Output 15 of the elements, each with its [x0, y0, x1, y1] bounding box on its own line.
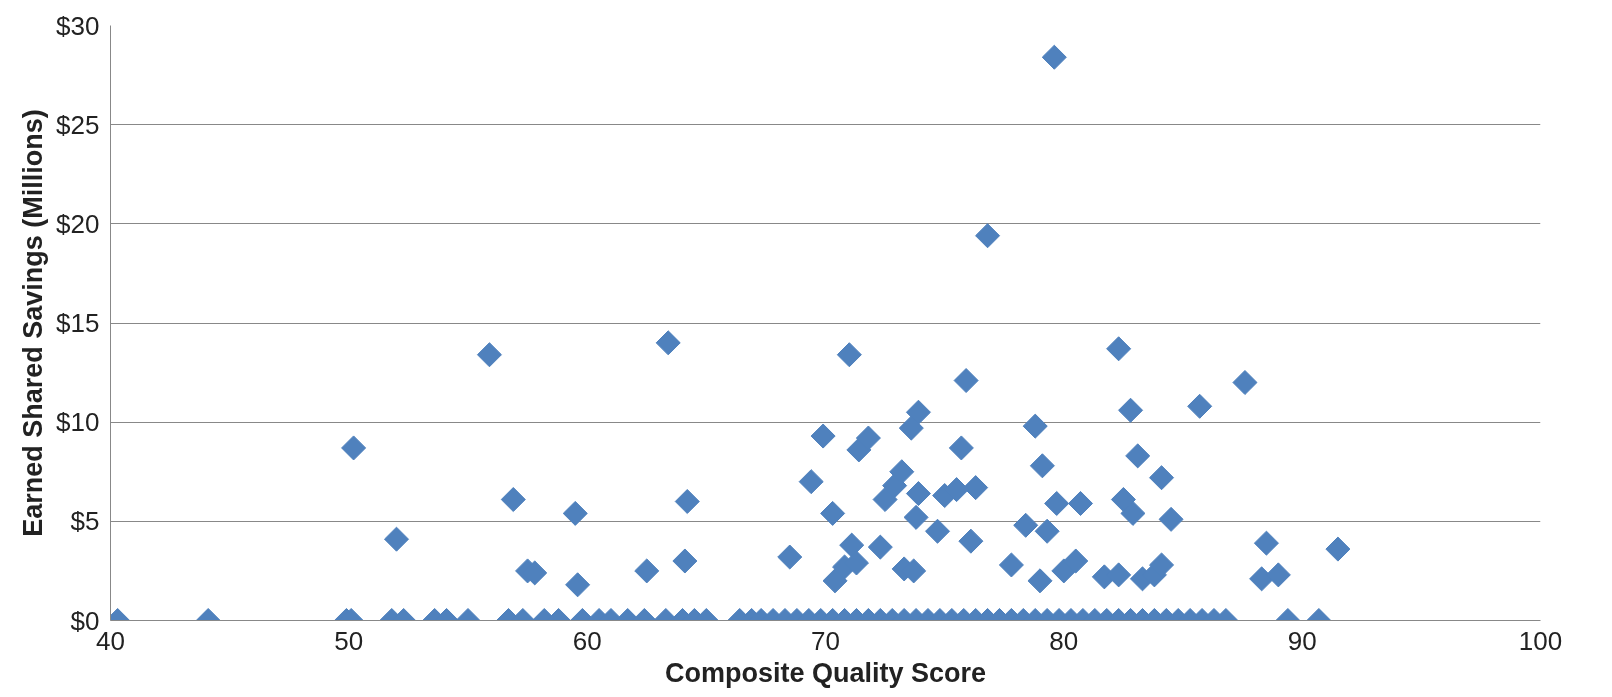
x-axis-title: Composite Quality Score [664, 657, 987, 688]
x-tick-label: 70 [811, 625, 840, 656]
y-tick-label: $15 [56, 308, 100, 338]
x-tick-label: 80 [1049, 625, 1079, 656]
y-tick-label: $0 [70, 605, 100, 636]
y-tick-label: $30 [56, 10, 100, 41]
y-tick-label: $25 [56, 109, 100, 140]
x-tick-label: 100 [1518, 625, 1563, 656]
x-tick-label: 60 [572, 625, 602, 656]
y-tick-label: $10 [56, 407, 100, 438]
x-tick-label: 90 [1287, 625, 1317, 656]
y-tick-label: $5 [70, 506, 100, 537]
y-tick-label: $20 [56, 208, 100, 239]
x-tick-label: 50 [334, 625, 364, 656]
y-axis-title: Earned Shared Savings (Millions) [18, 109, 49, 537]
